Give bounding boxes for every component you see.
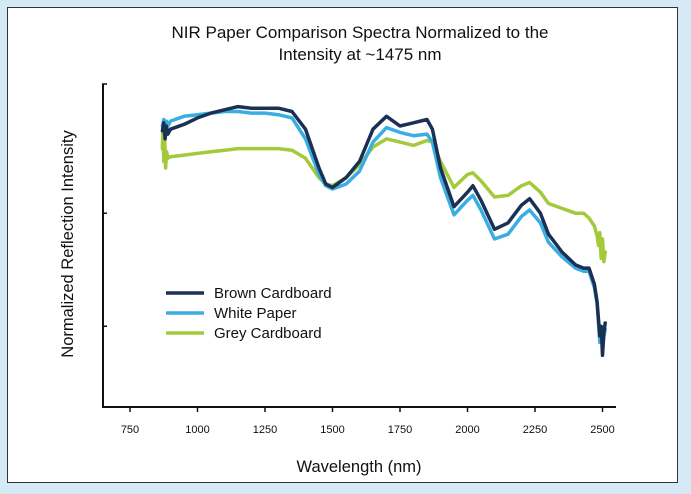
y-ticks [102,83,107,327]
x-tick-label: 1000 [185,424,209,436]
legend-label: Brown Cardboard [214,285,332,302]
series-lines [160,104,607,358]
x-tick-label: 2500 [590,424,614,436]
series-line-grey-cardboard [160,127,607,264]
x-tick-label: 1250 [253,424,277,436]
y-axis-title: Normalized Reflection Intensity [59,130,77,358]
x-ticks: 750 1000 1250 1500 1750 2000 2250 2500 [121,407,615,436]
x-axis-title: Wavelength (nm) [296,458,421,476]
x-tick-label: 1750 [388,424,412,436]
chart-title: NIR Paper Comparison Spectra Normalized … [172,23,549,42]
x-tick-label: 2250 [523,424,547,436]
x-tick-label: 750 [121,424,139,436]
x-tick-label: 1500 [320,424,344,436]
chart-subtitle: Intensity at ~1475 nm [278,45,441,64]
x-tick-label: 2000 [455,424,479,436]
legend-label: Grey Cardboard [214,325,322,342]
legend-label: White Paper [214,305,297,322]
series-line-brown-cardboard [160,104,607,358]
legend: Brown Cardboard White Paper Grey Cardboard [166,285,332,342]
chart-frame [7,7,678,483]
